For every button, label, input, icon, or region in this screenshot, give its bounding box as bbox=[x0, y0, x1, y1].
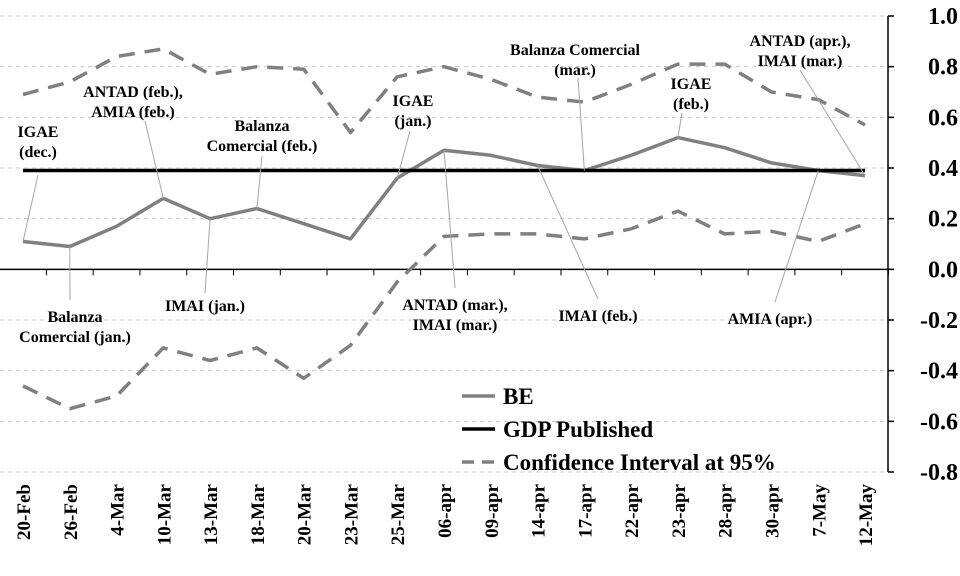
y-tick-label: -0.2 bbox=[920, 308, 958, 334]
axes bbox=[0, 15, 894, 473]
x-tick-label: 14-apr bbox=[529, 483, 550, 537]
legend-label: BE bbox=[503, 384, 534, 409]
legend: BE GDP Published Confidence Interval at 95… bbox=[462, 384, 776, 475]
y-tick-label: 1.0 bbox=[928, 4, 958, 30]
x-tick-label: 20-Mar bbox=[295, 483, 316, 545]
x-tick-label: 06-apr bbox=[435, 483, 456, 537]
y-tick-label: 0.2 bbox=[928, 207, 958, 233]
x-tick-label: 4-Mar bbox=[108, 483, 129, 535]
legend-label: GDP Published bbox=[503, 417, 653, 442]
tick-labels: 1.0 0.8 0.6 0.4 0.2 0.0 -0.2 -0.4 -0.6 -0.8 20-Feb… bbox=[14, 4, 958, 546]
annotation-leader bbox=[799, 69, 866, 176]
x-tick-label: 26-Feb bbox=[61, 484, 82, 540]
series-lines bbox=[22, 47, 866, 411]
annotation-leader bbox=[577, 77, 585, 171]
x-tick-label: 22-apr bbox=[622, 483, 643, 537]
annotation-label: Balanza Comercial (feb.) bbox=[207, 118, 318, 155]
x-tick-label: 10-Mar bbox=[154, 483, 175, 545]
annotation-leader bbox=[774, 170, 819, 303]
x-tick-label: 18-Mar bbox=[248, 483, 269, 545]
annotation-leader bbox=[22, 174, 39, 242]
annotation-leader bbox=[144, 120, 164, 199]
annotation-leader bbox=[396, 130, 411, 179]
x-tick-label: 30-apr bbox=[762, 483, 783, 537]
x-tick-label: 28-apr bbox=[716, 483, 737, 537]
annotation-label: IGAE (dec.) bbox=[18, 124, 59, 161]
annotation-label: Balanza Comercial (mar.) bbox=[510, 42, 640, 79]
legend-label: Confidence Interval at 95% bbox=[503, 450, 776, 475]
x-tick-label: 23-Mar bbox=[341, 483, 362, 545]
x-tick-label: 12-May bbox=[856, 484, 877, 547]
gridlines bbox=[0, 15, 888, 473]
y-tick-label: 0.0 bbox=[928, 257, 958, 283]
ci-lower-line bbox=[22, 209, 866, 411]
y-tick-label: -0.4 bbox=[920, 359, 958, 385]
annotation-leader bbox=[204, 218, 211, 294]
y-tick-label: 0.4 bbox=[928, 156, 958, 182]
annotation-label: AMIA (apr.) bbox=[728, 311, 813, 328]
annotation-leader bbox=[256, 155, 263, 209]
y-tick-label: -0.8 bbox=[920, 460, 958, 486]
x-tick-label: 23-apr bbox=[669, 483, 690, 537]
annotation-label: IGAE (feb.) bbox=[671, 76, 712, 113]
annotation-label: ANTAD (apr.), IMAI (mar.) bbox=[750, 33, 851, 70]
ci-upper-line bbox=[22, 47, 866, 135]
x-tick-label: 20-Feb bbox=[14, 484, 35, 540]
x-tick-label: 09-apr bbox=[482, 483, 503, 537]
annotation-leader bbox=[677, 112, 683, 138]
x-tick-label: 25-Mar bbox=[388, 483, 409, 545]
annotation-label: ANTAD (feb.), AMIA (feb.) bbox=[83, 84, 183, 121]
y-tick-label: 0.6 bbox=[928, 105, 958, 131]
annotation-leader bbox=[443, 150, 456, 289]
annotation-label: IGAE (jan.) bbox=[393, 93, 434, 130]
annotations: IGAE (dec.) Balanza Comercial (jan.) ANTAD (… bbox=[18, 33, 866, 346]
x-tick-label: 13-Mar bbox=[201, 483, 222, 545]
annotation-leader bbox=[537, 165, 599, 300]
annotation-label: IMAI (feb.) bbox=[558, 308, 637, 325]
x-tick-label: 7-May bbox=[809, 484, 830, 537]
y-tick-label: -0.6 bbox=[920, 409, 958, 435]
annotation-label: IMAI (jan.) bbox=[165, 298, 245, 315]
y-tick-label: 0.8 bbox=[928, 55, 958, 81]
annotation-label: Balanza Comercial (jan.) bbox=[19, 309, 131, 346]
annotation-label: ANTAD (mar.), IMAI (mar.) bbox=[402, 297, 507, 334]
x-tick-label: 17-apr bbox=[575, 483, 596, 537]
